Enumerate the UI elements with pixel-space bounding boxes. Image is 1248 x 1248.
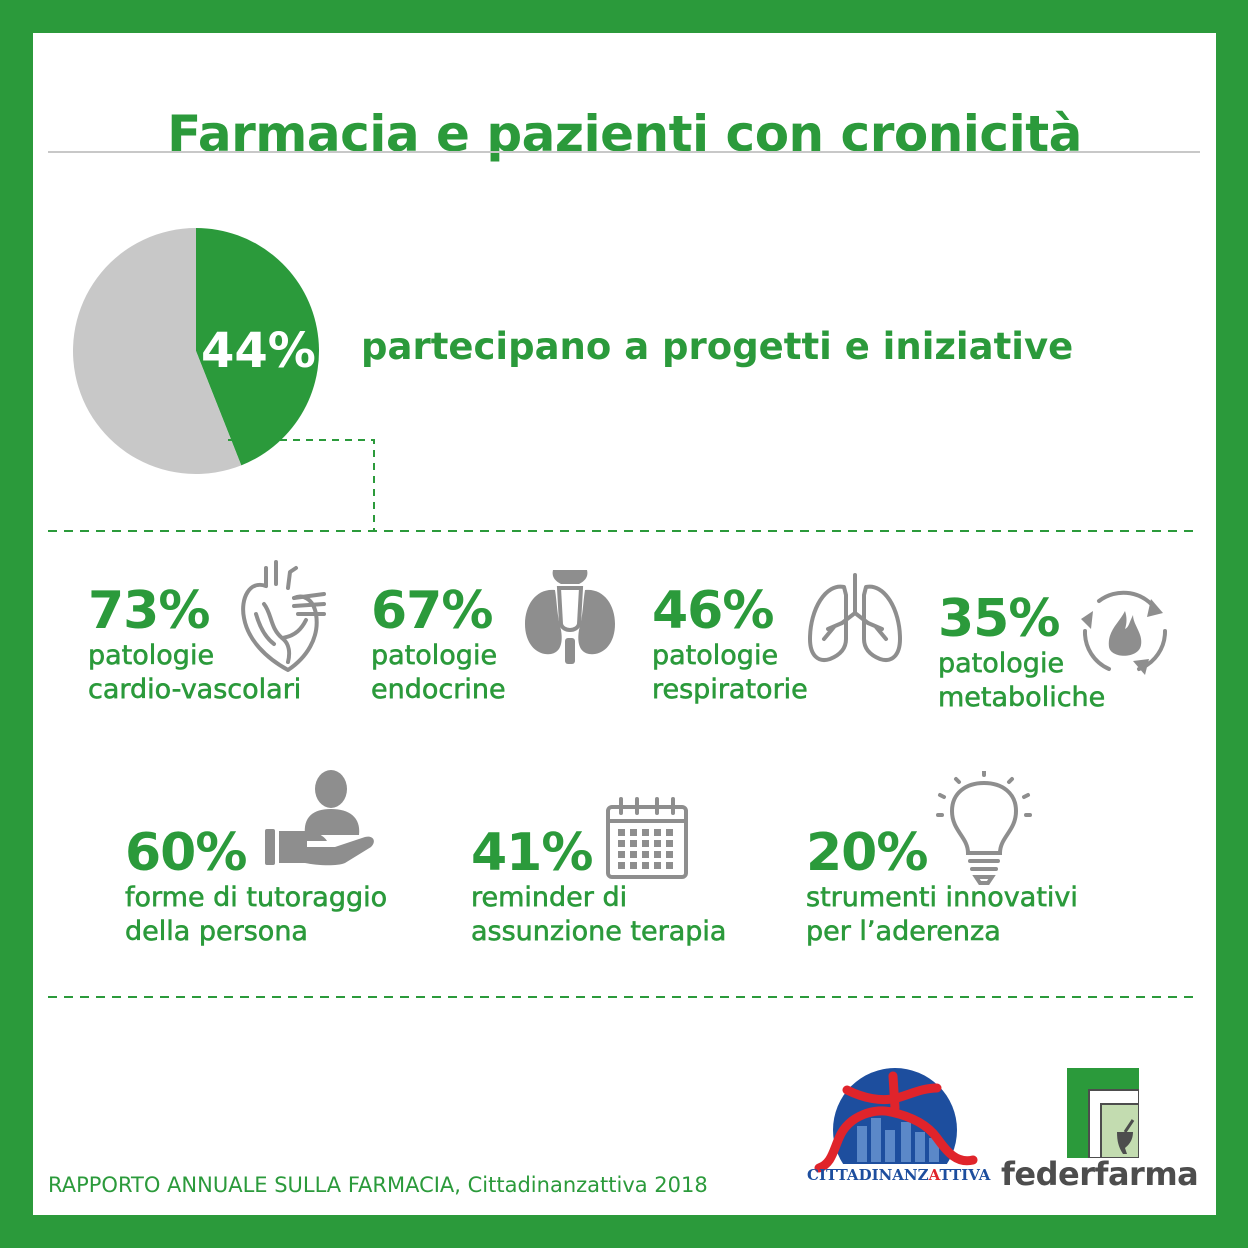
metabolism-icon <box>1081 590 1168 675</box>
stat-line2: per l’aderenza <box>806 916 1001 948</box>
stat-metabolic: 35% patologie metaboliche <box>938 589 1106 715</box>
stat-line2: respiratorie <box>652 674 808 706</box>
source-citation: RAPPORTO ANNUALE SULLA FARMACIA, Cittadi… <box>48 1173 708 1197</box>
calendar-day-cell <box>618 851 625 858</box>
stat-line1: reminder di <box>471 882 628 914</box>
calendar-day-cell <box>642 829 649 836</box>
stat-tutoring: 60% forme di tutoraggio della persona <box>125 823 388 949</box>
stat-endocrine: 67% patologie endocrine <box>371 583 506 707</box>
stat-line2: della persona <box>125 916 309 948</box>
calendar-day-cell <box>630 851 637 858</box>
calendar-day-cell <box>654 829 661 836</box>
pie-slice-participating <box>196 228 319 466</box>
calendar-day-cell <box>618 862 625 869</box>
pie-chart <box>48 228 1200 998</box>
stat-percent: 73% <box>88 581 210 641</box>
connector-dashed-line <box>228 439 375 531</box>
page-title: Farmacia e pazienti con cronicità <box>167 105 1082 163</box>
thyroid-icon <box>525 570 615 664</box>
title-divider <box>48 151 1200 153</box>
pie-slice-remaining <box>72 228 242 474</box>
stat-percent: 67% <box>371 581 493 641</box>
lungs-icon <box>808 573 902 662</box>
calendar-day-cell <box>654 862 661 869</box>
federfarma-logo-text: federfarma <box>1001 1155 1199 1193</box>
stat-line2: cardio-vascolari <box>88 674 302 706</box>
calendar-day-cell <box>666 840 673 847</box>
lightbulb-icon <box>936 771 1032 885</box>
heart-icon <box>241 560 326 672</box>
stat-percent: 35% <box>938 589 1060 649</box>
stat-percent: 46% <box>652 581 774 641</box>
infographic-frame: Farmacia e pazienti con cronicità 44% pa… <box>33 33 1216 1215</box>
stat-line1: patologie <box>371 640 498 672</box>
stat-line1: strumenti innovativi <box>806 882 1079 914</box>
calendar-day-cell <box>642 840 649 847</box>
calendar-day-cell <box>654 840 661 847</box>
calendar-day-cell <box>618 829 625 836</box>
stat-reminder: 41% reminder di assunzione terapia <box>471 823 727 949</box>
hand-person-icon <box>265 770 374 866</box>
stat-respiratory: 46% patologie respiratorie <box>652 583 808 707</box>
federfarma-logo <box>1067 1068 1139 1158</box>
stat-percent: 60% <box>125 823 247 883</box>
calendar-day-cell <box>654 851 661 858</box>
stat-line1: patologie <box>652 640 779 672</box>
calendar-day-cell <box>618 840 625 847</box>
calendar-day-cell <box>630 862 637 869</box>
stat-line1: patologie <box>938 648 1065 680</box>
calendar-icon <box>606 797 688 879</box>
stat-cardio: 73% patologie cardio-vascolari <box>88 581 302 707</box>
calendar-day-cell <box>666 862 673 869</box>
calendar-day-cell <box>642 851 649 858</box>
pie-description: partecipano a progetti e iniziative <box>361 325 1074 368</box>
calendar-day-cell <box>666 829 673 836</box>
calendar-day-cell <box>630 840 637 847</box>
stat-percent: 20% <box>806 823 928 883</box>
pie-percent-label: 44% <box>201 323 316 379</box>
stat-percent: 41% <box>471 823 593 883</box>
stat-line2: metaboliche <box>938 682 1106 714</box>
cittadinanzattiva-logo <box>811 1068 979 1174</box>
calendar-day-cell <box>666 851 673 858</box>
calendar-day-cell <box>630 829 637 836</box>
stat-line1: forme di tutoraggio <box>125 882 388 914</box>
calendar-day-cell <box>642 862 649 869</box>
cittadinanzattiva-logo-text: CITTADINANZATTIVA <box>807 1166 991 1184</box>
stat-line2: assunzione terapia <box>471 916 727 948</box>
stat-line2: endocrine <box>371 674 506 706</box>
stat-line1: patologie <box>88 640 215 672</box>
stat-innovative-tools: 20% strumenti innovativi per l’aderenza <box>806 823 1079 949</box>
